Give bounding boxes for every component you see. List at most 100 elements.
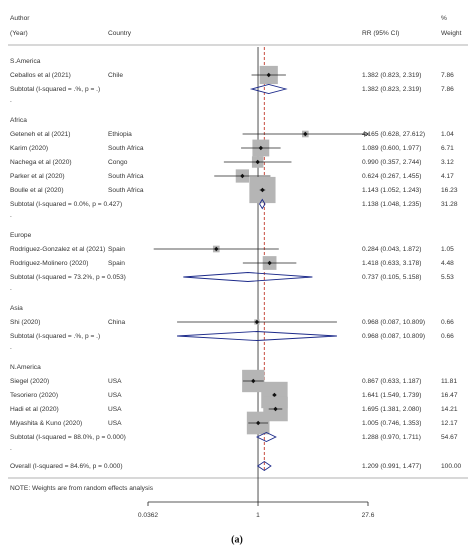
group-name: S.America xyxy=(10,58,41,65)
x-tick-label: 27.6 xyxy=(362,512,375,519)
country: USA xyxy=(108,378,122,385)
study-name: Nachega et al (2020) xyxy=(10,159,72,166)
ci-label: 1.382 (0.823, 2.319) xyxy=(362,72,421,79)
study-name: Shi (2020) xyxy=(10,319,40,326)
point-estimate xyxy=(266,72,271,78)
header-author: Author xyxy=(10,15,30,22)
study-name: Tesoriero (2020) xyxy=(10,392,58,399)
point-estimate xyxy=(254,319,260,325)
ci-label: 0.968 (0.087, 10.809) xyxy=(362,319,425,326)
point-estimate xyxy=(258,145,264,151)
point-estimate xyxy=(214,246,219,252)
study-name: Boulle et al (2020) xyxy=(10,187,64,194)
country: South Africa xyxy=(108,173,144,180)
weight-label: 6.71 xyxy=(441,145,454,152)
header-estimate: RR (95% CI) xyxy=(362,30,399,37)
country: Ethiopia xyxy=(108,131,132,138)
point-estimate xyxy=(273,406,278,412)
country: South Africa xyxy=(108,187,144,194)
ci-label: 1.382 (0.823, 2.319) xyxy=(362,86,421,93)
ci-label: 1.641 (1.549, 1.739) xyxy=(362,392,421,399)
caption: (a) xyxy=(231,534,243,545)
weight-label: 54.67 xyxy=(441,434,458,441)
study-name: Hadi et al (2020) xyxy=(10,406,59,413)
weight-label: 3.12 xyxy=(441,159,454,166)
weight-label: 31.28 xyxy=(441,201,458,208)
country: Chile xyxy=(108,72,123,79)
weight-label: 16.23 xyxy=(441,187,458,194)
pooled-diamond xyxy=(183,272,313,282)
subtotal-label: Subtotal (I-squared = .%, p = .) xyxy=(10,86,100,93)
subtotal-label: Subtotal (I-squared = 0.0%, p = 0.427) xyxy=(10,201,122,208)
ci-label: 1.418 (0.633, 3.178) xyxy=(362,260,421,267)
separator: . xyxy=(10,97,12,104)
ci-label: 1.143 (1.052, 1.243) xyxy=(362,187,421,194)
ci-label: 0.968 (0.087, 10.809) xyxy=(362,333,425,340)
point-estimate xyxy=(255,159,260,165)
header-year: (Year) xyxy=(10,30,28,37)
subtotal-label: Subtotal (I-squared = .%, p = .) xyxy=(10,333,100,340)
study-name: Karim (2020) xyxy=(10,145,48,152)
separator: . xyxy=(10,285,12,292)
study-name: Ceballos et al (2021) xyxy=(10,72,71,79)
weight-label: 14.21 xyxy=(441,406,458,413)
weight-label: 100.00 xyxy=(441,463,462,470)
weight-label: 0.66 xyxy=(441,319,454,326)
x-tick-label: 1 xyxy=(256,512,260,519)
country: Spain xyxy=(108,260,125,267)
study-name: Geteneh et al (2021) xyxy=(10,131,70,138)
separator: . xyxy=(10,344,12,351)
country: Congo xyxy=(108,159,128,166)
weight-label: 11.81 xyxy=(441,378,457,385)
group-name: Asia xyxy=(10,305,23,312)
subtotal-label: Overall (I-squared = 84.6%, p = 0.000) xyxy=(10,463,123,470)
subtotal-label: Subtotal (I-squared = 88.0%, p = 0.000) xyxy=(10,434,126,441)
study-name: Miyashita & Kuno (2020) xyxy=(10,420,82,427)
pooled-diamond xyxy=(177,331,337,341)
study-name: Parker et al (2020) xyxy=(10,173,65,180)
weight-label: 4.48 xyxy=(441,260,454,267)
ci-label: 0.990 (0.357, 2.744) xyxy=(362,159,421,166)
weight-label: 1.04 xyxy=(441,131,454,138)
separator: . xyxy=(10,445,12,452)
ci-label: 1.138 (1.048, 1.235) xyxy=(362,201,421,208)
point-estimate xyxy=(260,187,265,193)
pooled-diamond xyxy=(259,198,266,210)
x-tick-label: 0.0362 xyxy=(138,512,159,519)
header-country: Country xyxy=(108,30,132,37)
weight-label: 7.86 xyxy=(441,86,454,93)
country: USA xyxy=(108,406,122,413)
pooled-diamond xyxy=(256,460,272,472)
ci-label: 1.089 (0.600, 1.977) xyxy=(362,145,421,152)
point-estimate xyxy=(240,173,245,179)
ci-label: 0.284 (0.043, 1.872) xyxy=(362,246,421,253)
ci-label: 1.005 (0.746, 1.353) xyxy=(362,420,421,427)
separator: . xyxy=(10,212,12,219)
group-name: Europe xyxy=(10,232,32,239)
country: Spain xyxy=(108,246,125,253)
ci-label: 0.867 (0.633, 1.187) xyxy=(362,378,421,385)
ci-label: 1.288 (0.970, 1.711) xyxy=(362,434,421,441)
country: USA xyxy=(108,420,122,427)
point-estimate xyxy=(272,392,277,398)
ci-label: 1.209 (0.991, 1.477) xyxy=(362,463,421,470)
pooled-diamond xyxy=(249,84,288,94)
weight-label: 5.53 xyxy=(441,274,454,281)
header-weight: Weight xyxy=(441,30,462,37)
group-name: N.America xyxy=(10,364,41,371)
subtotal-label: Subtotal (I-squared = 73.2%, p = 0.053) xyxy=(10,274,126,281)
weight-label: 16.47 xyxy=(441,392,458,399)
ci-label: 4.165 (0.628, 27.612) xyxy=(362,131,425,138)
pooled-diamond xyxy=(255,432,277,442)
header-percent: % xyxy=(441,15,447,22)
ci-label: 1.695 (1.381, 2.080) xyxy=(362,406,421,413)
point-estimate xyxy=(255,420,261,426)
weight-label: 0.66 xyxy=(441,333,454,340)
ci-label: 0.737 (0.105, 5.158) xyxy=(362,274,421,281)
point-estimate xyxy=(251,378,256,384)
study-name: Rodriguez-Gonzalez et al (2021) xyxy=(10,246,105,253)
point-estimate xyxy=(267,260,272,266)
point-estimate xyxy=(303,131,308,137)
weight-label: 12.17 xyxy=(441,420,458,427)
